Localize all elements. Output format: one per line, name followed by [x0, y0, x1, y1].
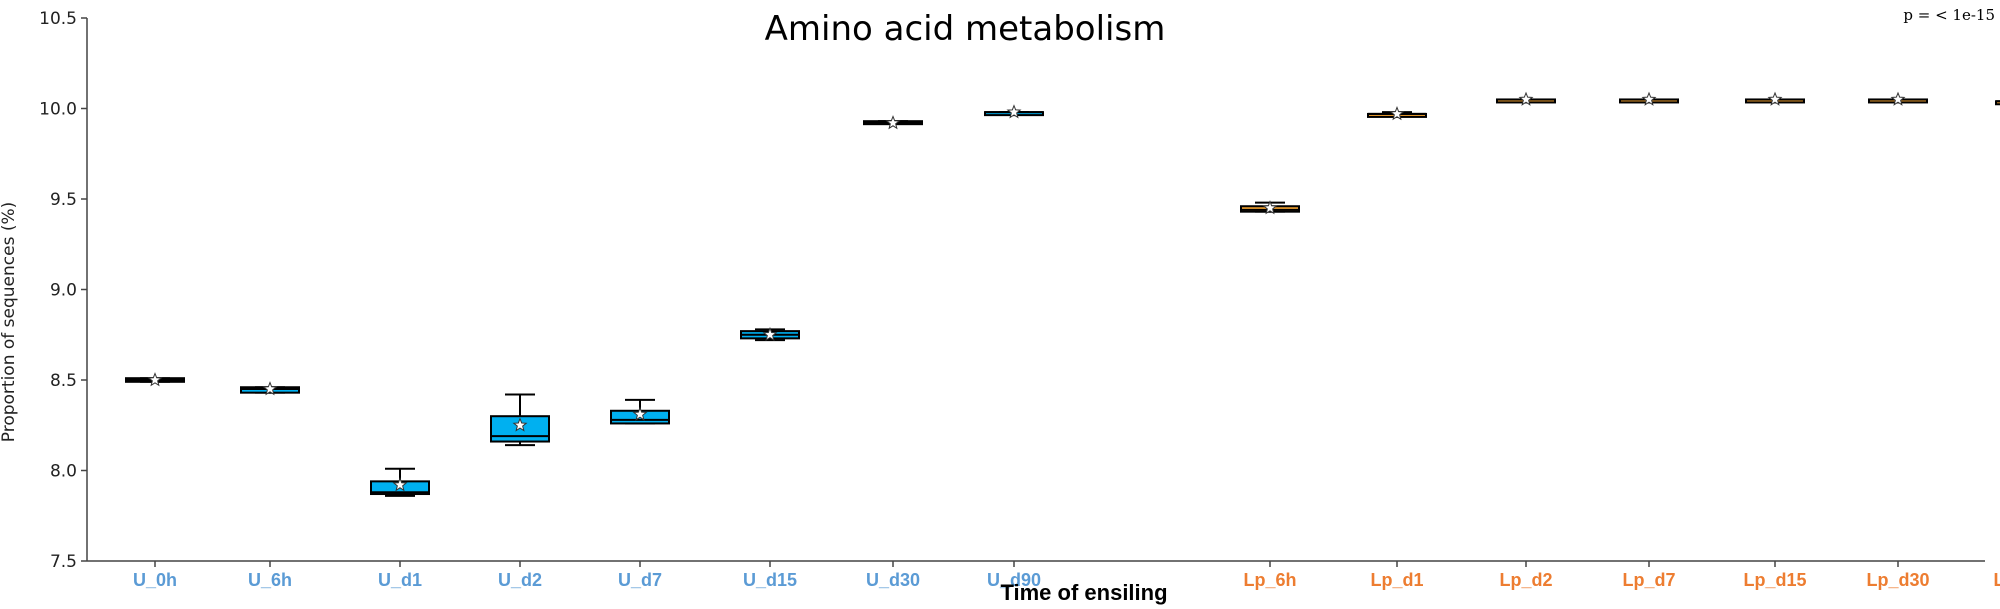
mean-marker: [885, 115, 901, 130]
box-U_d7: [610, 398, 670, 425]
y-tick-label: 9.0: [50, 281, 77, 301]
x-tick-label: U_d7: [618, 570, 662, 590]
y-axis: 7.5 8.0 8.5 9.0 9.5 10.0 10.5: [39, 9, 88, 572]
x-tick-label: U_d90: [987, 570, 1041, 590]
x-tick-label: U_6h: [248, 570, 292, 590]
x-axis: U_0h U_6h U_d1 U_d2 U_d7 U_d15 U_d30 U_d90 Lp_6h…: [87, 560, 2000, 590]
x-tick-label: Lp_d1: [1370, 570, 1423, 590]
x-tick-label: Lp_d15: [1743, 570, 1806, 590]
x-tick-label: Lp_d2: [1499, 570, 1552, 590]
mean-marker: [1890, 91, 1906, 106]
box-iqr: [1995, 100, 2000, 106]
mean-marker: [1262, 200, 1278, 215]
box-U_0h: [125, 372, 185, 387]
y-tick-label: 8.0: [50, 462, 77, 482]
mean-marker: [1767, 91, 1783, 106]
y-tick-label: 10.0: [39, 100, 77, 120]
box-Lp_d30: [1868, 91, 1928, 106]
mean-marker: [762, 326, 778, 342]
box-Lp_d15: [1745, 91, 1805, 106]
chart-title: Amino acid metabolism: [765, 9, 1166, 49]
box-U_d90: [984, 104, 1044, 119]
box-U_d2: [490, 393, 550, 447]
mean-marker: [262, 381, 278, 396]
mean-marker: [1641, 91, 1657, 106]
x-tick-label: U_0h: [133, 570, 177, 590]
x-tick-label: Lp_d7: [1622, 570, 1675, 590]
box-U_d30: [863, 115, 923, 130]
x-tick-label: Lp_d90: [1993, 570, 2000, 590]
p-value-annotation: p = < 1e-15: [1903, 6, 1995, 24]
x-tick-label: U_d1: [378, 570, 422, 590]
mean-marker: [1518, 91, 1534, 106]
boxes-layer: [125, 91, 2000, 497]
x-tick-label: U_d30: [866, 570, 920, 590]
box-Lp_d2: [1496, 91, 1556, 106]
box-U_d1: [370, 467, 430, 497]
box-Lp_6h: [1240, 200, 1300, 215]
mean-marker: [1389, 106, 1405, 121]
y-tick-label: 10.5: [39, 9, 77, 29]
box-U_6h: [240, 381, 300, 396]
box-U_d15: [740, 326, 800, 342]
mean-marker: [1006, 104, 1022, 119]
y-tick-label: 7.5: [50, 552, 77, 572]
x-tick-label: U_d15: [743, 570, 797, 590]
box-Lp_d1: [1367, 106, 1427, 121]
mean-marker: [392, 477, 408, 492]
mean-marker: [512, 417, 528, 432]
x-tick-label: U_d2: [498, 570, 542, 590]
x-axis-label: Time of ensiling: [1000, 580, 1167, 605]
y-tick-label: 9.5: [50, 190, 77, 210]
mean-marker: [147, 372, 163, 387]
mean-marker: [632, 406, 648, 421]
x-tick-label: Lp_d30: [1866, 570, 1929, 590]
x-tick-label: Lp_6h: [1243, 570, 1296, 590]
y-axis-label: Proportion of sequences (%): [0, 202, 19, 443]
box-Lp_d7: [1619, 91, 1679, 106]
box-Lp_d90: [1995, 100, 2000, 106]
y-tick-label: 8.5: [50, 371, 77, 391]
